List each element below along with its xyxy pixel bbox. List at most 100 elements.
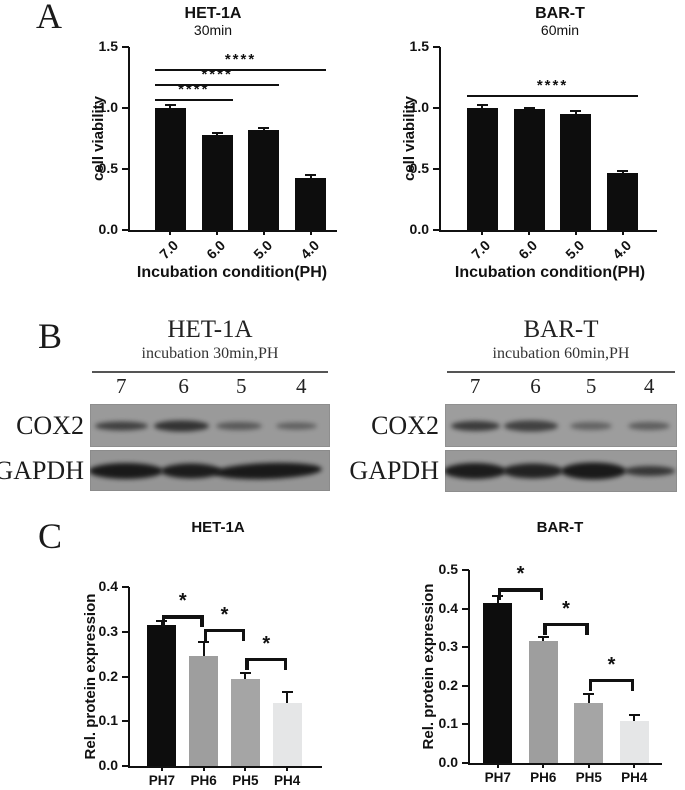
- error-bar: [496, 595, 499, 607]
- y-axis-tick: [122, 168, 129, 170]
- protein-band: [504, 420, 558, 431]
- y-axis-tick: [122, 229, 129, 231]
- x-axis-tick: [160, 766, 163, 771]
- protein-band: [160, 463, 221, 478]
- lane-number: 7: [115, 374, 127, 398]
- y-axis-label: Rel. protein expression: [420, 583, 437, 750]
- protein-band: [570, 421, 613, 430]
- sig-bracket-leg: [245, 657, 249, 670]
- western-blot-image-gapdh: [90, 450, 330, 491]
- y-tick-label: 1.0: [409, 99, 429, 115]
- y-tick-label: 0.4: [98, 578, 118, 594]
- y-axis-label: cell viability: [401, 95, 418, 182]
- error-bar-cap: [164, 103, 176, 106]
- protein-label-cox2: COX2: [371, 410, 439, 440]
- protein-band: [623, 466, 675, 476]
- x-tick-label: PH4: [273, 773, 301, 788]
- x-axis-tick: [528, 230, 531, 235]
- sig-bracket-leg: [543, 622, 547, 635]
- x-axis-tick: [621, 230, 624, 235]
- y-axis-tick: [122, 586, 129, 588]
- sig-bracket: [161, 615, 204, 619]
- protein-band: [213, 460, 322, 481]
- chart-title-het1a-viability: HET-1A: [184, 5, 242, 22]
- error-bar-cap: [617, 170, 629, 173]
- x-axis-tick: [202, 766, 205, 771]
- x-axis-tick: [216, 230, 219, 235]
- sig-bracket-leg: [203, 628, 208, 641]
- error-bar: [244, 673, 247, 683]
- bar-6.0: [201, 134, 233, 230]
- sig-line: [466, 94, 639, 97]
- error-bar: [542, 636, 545, 646]
- x-axis-tick: [542, 763, 545, 768]
- protein-band: [90, 462, 164, 479]
- y-tick-label: 0.2: [98, 667, 118, 684]
- error-bar-cap: [476, 103, 488, 106]
- sig-label: *: [220, 603, 229, 626]
- bar-7.0: [466, 108, 498, 230]
- bar-PH5: [574, 703, 604, 763]
- panel-a-label: A: [36, 0, 62, 36]
- sig-bracket-leg: [585, 622, 589, 635]
- x-axis-tick: [587, 763, 590, 768]
- x-axis-tick: [169, 230, 172, 235]
- sig-bracket: [245, 657, 288, 662]
- bar-PH5: [230, 678, 260, 766]
- lane-number: 7: [469, 374, 481, 398]
- error-bar-cap: [258, 127, 270, 130]
- error-bar-cap: [523, 107, 535, 109]
- chart-subtitle-60min: 60min: [540, 22, 580, 38]
- bar-PH4: [272, 703, 302, 766]
- blot-het1a: HET-1A incubation 30min,PH 7 6 5 4 COX2 GAP…: [0, 316, 330, 492]
- sig-bracket: [497, 588, 544, 592]
- y-tick-label: 0.4: [438, 599, 458, 616]
- blot-row-gapdh: GAPDH: [0, 450, 330, 491]
- chart-het1a-viability: 0.0 0.5 1.0 1.5 cell viability 7.0 6.0 5.0 4.0 **…: [90, 38, 337, 262]
- bar-5.0: [560, 114, 592, 230]
- sig-bracket-leg: [497, 588, 502, 601]
- x-axis-tick: [309, 230, 312, 235]
- protein-band: [94, 421, 148, 430]
- y-axis-tick: [122, 46, 129, 48]
- chart-bart-viability: 0.0 0.5 1.0 1.5 cell viability 7.0 6.0 5.0 4.0 **…: [401, 38, 657, 262]
- lane-number: 5: [235, 374, 247, 398]
- western-blot-image-cox2: [90, 404, 330, 447]
- error-bar-cap: [211, 132, 223, 135]
- bar-PH6: [189, 656, 219, 766]
- y-axis-tick: [462, 762, 469, 764]
- y-tick-label: 0.0: [409, 221, 429, 237]
- error-bar-cap: [570, 110, 582, 113]
- y-axis-tick: [433, 168, 440, 170]
- y-axis-tick: [462, 723, 469, 726]
- lane-number: 6: [178, 374, 189, 398]
- x-axis-tick: [574, 230, 577, 235]
- error-bar: [286, 692, 289, 708]
- sig-bracket: [588, 678, 635, 683]
- y-axis-tick: [433, 229, 440, 231]
- y-tick-label: 0.3: [98, 622, 118, 639]
- x-tick-label: PH6: [190, 773, 217, 788]
- y-tick-label: 0.0: [98, 221, 118, 237]
- sig-bracket-leg: [630, 678, 635, 691]
- chart-het1a-expression: 0.0 0.1 0.2 0.3 0.4 Rel. protein expression PH…: [82, 578, 322, 788]
- protein-band: [561, 462, 626, 480]
- xaxis-label-left: Incubation condition(PH): [136, 264, 328, 281]
- lane-number: 4: [295, 374, 307, 398]
- western-blot-image-gapdh: [445, 450, 677, 492]
- sig-line: [154, 99, 233, 102]
- sig-label: ****: [178, 81, 210, 99]
- y-axis-tick: [122, 630, 129, 633]
- lane-header-rule: [92, 371, 328, 373]
- y-axis-label: Rel. protein expression: [82, 593, 99, 760]
- protein-band: [445, 463, 507, 479]
- bar-5.0: [248, 129, 280, 230]
- chart-title-bart-expression: BAR-T: [536, 519, 584, 536]
- y-tick-label: 1.5: [98, 38, 118, 54]
- y-axis-tick: [433, 46, 440, 48]
- xaxis-label-right: Incubation condition(PH): [454, 264, 646, 281]
- sig-label: *: [607, 653, 616, 676]
- sig-bracket: [543, 622, 589, 627]
- blot-bart: BAR-T incubation 60min,PH 7 6 5 4 COX2 GAPD…: [349, 316, 677, 492]
- y-tick-label: 1.5: [409, 38, 429, 54]
